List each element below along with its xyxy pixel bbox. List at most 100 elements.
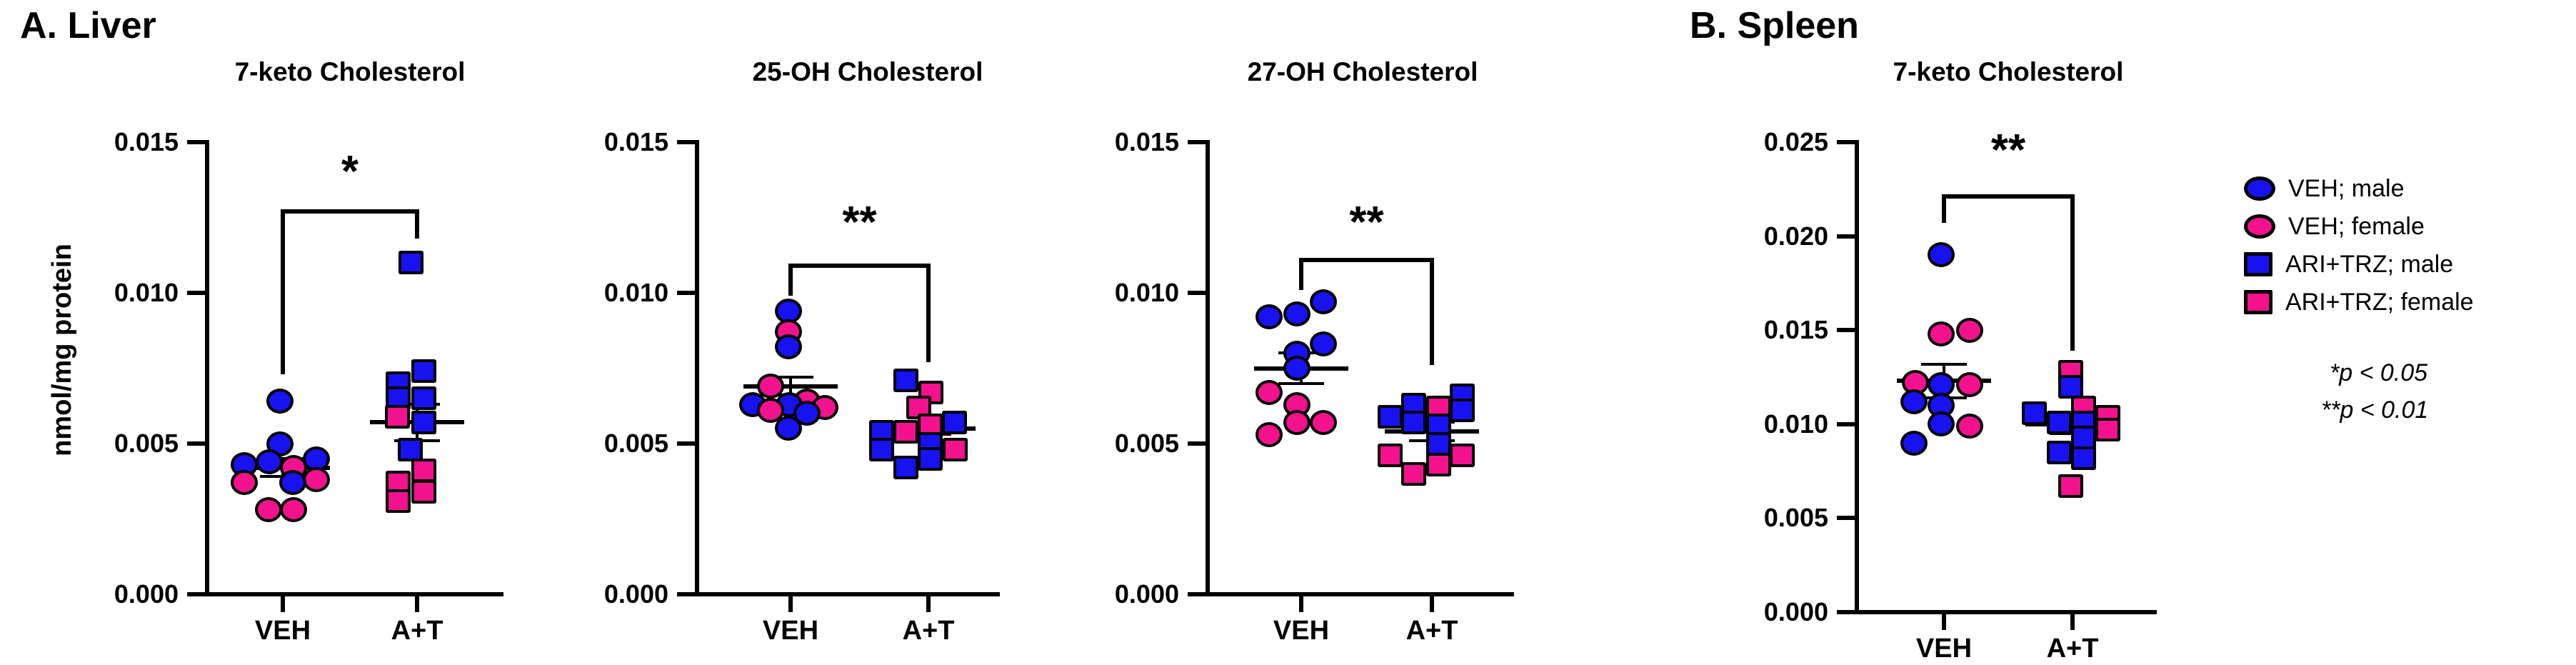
y-tick [1837,421,1857,426]
data-point-square-male [2046,440,2072,464]
significance-bracket [788,266,793,296]
y-tick [1188,140,1208,144]
data-point-square-male [1377,404,1403,429]
data-point-square-male [411,359,436,384]
data-point-square-female [942,437,968,461]
significance-bracket [1430,259,1434,366]
y-tick-label: 0.010 [114,278,179,307]
legend-marker-circle-female-icon [2244,214,2275,239]
data-point-circle-male [1928,411,1955,437]
data-point-square-male [2070,446,2096,470]
data-point-square-male [868,437,894,461]
data-point-square-female [1449,444,1475,468]
data-point-square-female [1400,461,1426,486]
legend-marker-square-female-icon [2244,289,2272,314]
y-tick [677,291,697,295]
data-point-circle-male [1283,301,1310,327]
data-point-square-male [1449,399,1475,423]
y-tick [677,140,697,144]
significance-bracket [281,211,285,374]
y-tick-label: 0.025 [1763,127,1828,156]
significance-note-p05: *p < 0.05 [2330,359,2428,386]
data-point-circle-male [775,334,802,360]
data-point-square-male [2046,410,2072,434]
y-tick-label: 0.000 [114,579,179,609]
significance-stars: * [341,146,359,196]
legend-marker-square-male-icon [2244,251,2272,276]
x-group-label: A+T [902,616,955,646]
data-point-circle-female [255,497,282,523]
x-tick [926,596,931,612]
y-tick [1837,610,1857,614]
y-tick [1837,234,1857,239]
data-point-circle-female [280,497,307,523]
data-point-square-female [411,459,436,483]
x-tick [1430,596,1434,612]
y-tick [1188,592,1208,596]
data-point-circle-female [303,467,330,493]
data-point-circle-female [1956,413,1983,439]
data-point-circle-female [1956,372,1983,398]
legend-item: ARI+TRZ; male [2244,245,2474,283]
data-point-square-female [385,489,411,513]
data-point-circle-male [775,416,802,441]
y-tick-label: 0.005 [114,429,179,458]
data-point-square-male [411,410,436,434]
mean-line [743,384,838,389]
y-tick-label: 0.010 [603,278,668,307]
x-axis-line [1855,610,2157,614]
y-axis-line [1206,140,1210,596]
panel-title: 7-keto Cholesterol [234,57,466,86]
data-point-square-male [1400,410,1426,434]
data-point-square-male [397,437,423,461]
data-point-circle-female [1283,409,1310,435]
data-point-square-female [893,419,918,444]
section-a-header: A. Liver [20,5,156,46]
x-group-label: VEH [762,616,819,646]
x-group-label: VEH [1915,634,1973,664]
data-point-square-male [917,446,943,471]
data-point-circle-male [1900,430,1928,456]
x-axis-line [1206,592,1514,596]
y-axis-line [695,140,699,596]
data-point-circle-female [1928,321,1955,346]
data-point-circle-male [1256,304,1283,330]
data-point-square-female [1425,453,1451,477]
y-tick [1837,140,1857,144]
significance-bracket [1299,257,1434,262]
x-tick [415,596,419,612]
x-axis-line [205,592,503,596]
error-bar-cap [768,376,813,379]
y-tick-label: 0.010 [1763,409,1828,439]
legend-item: VEH; male [2244,169,2474,207]
section-b-header: B. Spleen [1690,5,1859,46]
significance-bracket [415,211,419,239]
data-point-square-female [1377,444,1403,468]
legend-item: ARI+TRZ; female [2244,283,2474,321]
x-group-label: A+T [391,616,443,646]
data-point-square-male [2021,401,2047,425]
data-point-square-male [2070,425,2096,449]
data-point-square-female [2095,418,2120,442]
legend-item-label: ARI+TRZ; male [2285,250,2454,278]
significance-stars: ** [842,198,877,248]
y-tick [1837,516,1857,521]
data-point-circle-male [1283,356,1310,381]
significance-bracket [926,266,931,363]
y-axis-line [205,140,209,596]
data-point-circle-male [279,470,306,496]
data-point-circle-female [757,398,784,424]
panel-title: 7-keto Cholesterol [1893,57,2124,86]
y-tick-label: 0.020 [1763,221,1828,251]
legend-item: VEH; female [2244,207,2474,245]
legend-item-label: VEH; female [2288,212,2425,240]
legend: VEH; male VEH; female ARI+TRZ; male ARI+… [2244,169,2474,321]
significance-bracket [788,264,931,269]
data-point-square-female [2058,474,2083,499]
data-point-square-female [384,404,410,429]
data-point-square-male [893,456,918,480]
x-tick [2070,614,2075,630]
significance-note-p01: **p < 0.01 [2321,396,2429,424]
data-point-circle-female [1956,317,1983,343]
